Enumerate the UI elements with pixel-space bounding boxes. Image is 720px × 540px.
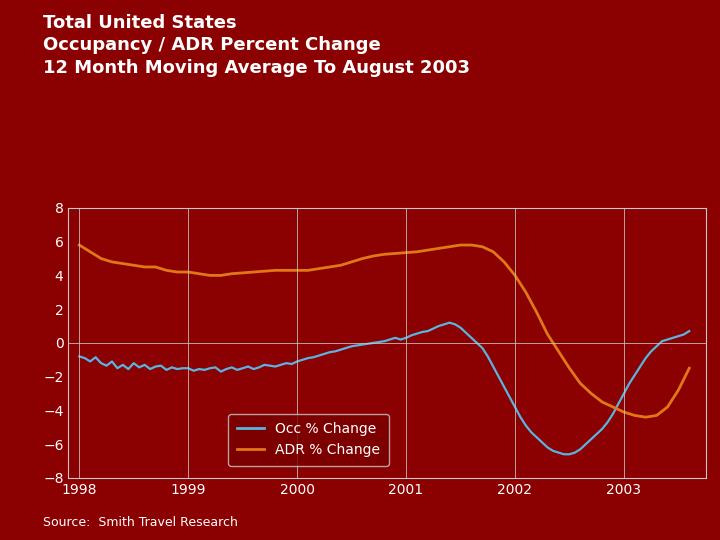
Occ % Change xyxy=(445,319,454,326)
Occ % Change xyxy=(538,439,546,446)
ADR % Change xyxy=(75,242,84,248)
ADR % Change xyxy=(96,255,105,262)
Occ % Change xyxy=(96,360,105,366)
ADR % Change xyxy=(238,269,247,276)
Line: Occ % Change: Occ % Change xyxy=(79,322,689,454)
Occ % Change xyxy=(559,451,568,457)
Legend: Occ % Change, ADR % Change: Occ % Change, ADR % Change xyxy=(228,414,389,465)
ADR % Change xyxy=(642,414,650,420)
Occ % Change xyxy=(271,363,279,370)
Occ % Change xyxy=(652,343,661,349)
ADR % Change xyxy=(685,365,693,372)
Text: Total United States
Occupancy / ADR Percent Change
12 Month Moving Average To Au: Total United States Occupancy / ADR Perc… xyxy=(43,14,470,77)
ADR % Change xyxy=(500,259,508,265)
Text: Source:  Smith Travel Research: Source: Smith Travel Research xyxy=(43,516,238,529)
Occ % Change xyxy=(75,353,84,360)
Occ % Change xyxy=(91,354,100,361)
Occ % Change xyxy=(685,328,693,334)
ADR % Change xyxy=(336,262,345,268)
ADR % Change xyxy=(489,248,498,255)
Line: ADR % Change: ADR % Change xyxy=(79,245,689,417)
Occ % Change xyxy=(593,431,601,437)
ADR % Change xyxy=(108,259,117,265)
